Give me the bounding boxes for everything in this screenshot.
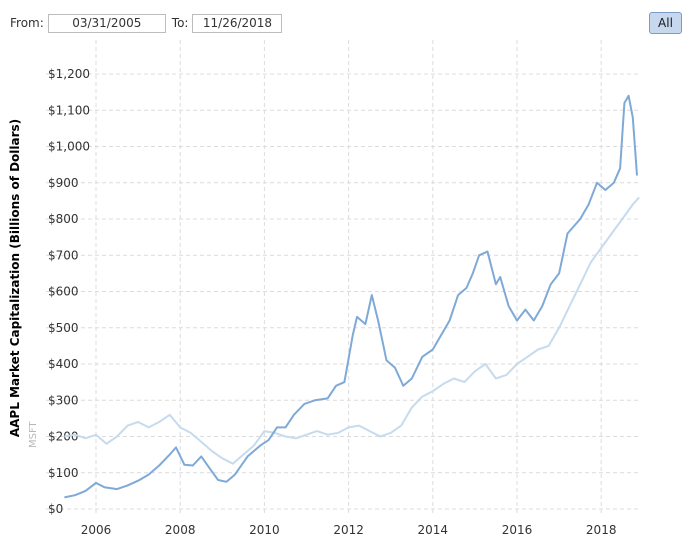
from-label: From: (10, 16, 44, 30)
x-axis-ticks: 2006 2008 2010 2012 2014 2016 2018 (81, 523, 617, 537)
date-range-bar: From: 03/31/2005 To: 11/26/2018 (10, 12, 288, 34)
x-tick-label: 2018 (586, 523, 617, 537)
y-tick-label: $300 (48, 393, 79, 407)
from-date-input[interactable]: 03/31/2005 (47, 13, 166, 33)
y-axis-title: AAPL Market Capitalization (Billions of … (8, 119, 22, 437)
x-tick-label: 2012 (333, 523, 364, 537)
x-tick-label: 2008 (165, 523, 196, 537)
grid-lines (46, 40, 641, 516)
to-date-input[interactable]: 11/26/2018 (192, 13, 283, 33)
y-tick-label: $900 (48, 176, 79, 190)
watermark-text: MSFT (28, 420, 39, 448)
y-tick-label: $200 (48, 430, 79, 444)
y-axis-ticks: $0 $100 $200 $300 $400 $500 $600 $700 $800 $900 $1… (48, 67, 90, 516)
y-tick-label: $0 (48, 502, 63, 516)
to-label: To: (171, 16, 189, 30)
series-line-1 (64, 94, 638, 499)
y-tick-label: $600 (48, 285, 79, 299)
series-line-2 (64, 196, 640, 465)
x-tick-label: 2010 (249, 523, 280, 537)
y-tick-label: $700 (48, 248, 79, 262)
series-lines (64, 94, 640, 499)
all-range-button[interactable]: All (649, 12, 682, 34)
y-tick-label: $1,000 (48, 140, 90, 154)
y-tick-label: $1,200 (48, 67, 90, 81)
y-tick-label: $800 (48, 212, 79, 226)
x-tick-label: 2016 (502, 523, 533, 537)
y-tick-label: $1,100 (48, 103, 90, 117)
y-tick-label: $400 (48, 357, 79, 371)
y-tick-label: $500 (48, 321, 79, 335)
x-tick-label: 2006 (81, 523, 112, 537)
y-tick-label: $100 (48, 466, 79, 480)
x-tick-label: 2014 (418, 523, 449, 537)
